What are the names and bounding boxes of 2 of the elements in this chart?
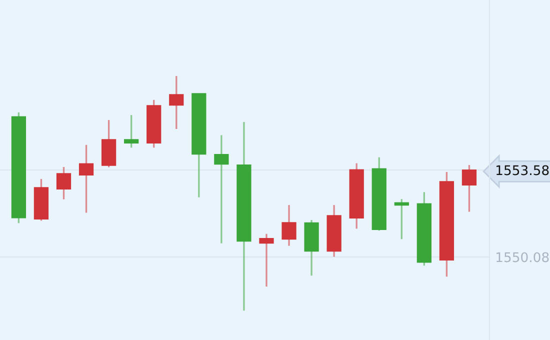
y-tick-label: 1550.08 — [496, 252, 549, 262]
y-tick-label: 1553.58 — [496, 165, 549, 176]
